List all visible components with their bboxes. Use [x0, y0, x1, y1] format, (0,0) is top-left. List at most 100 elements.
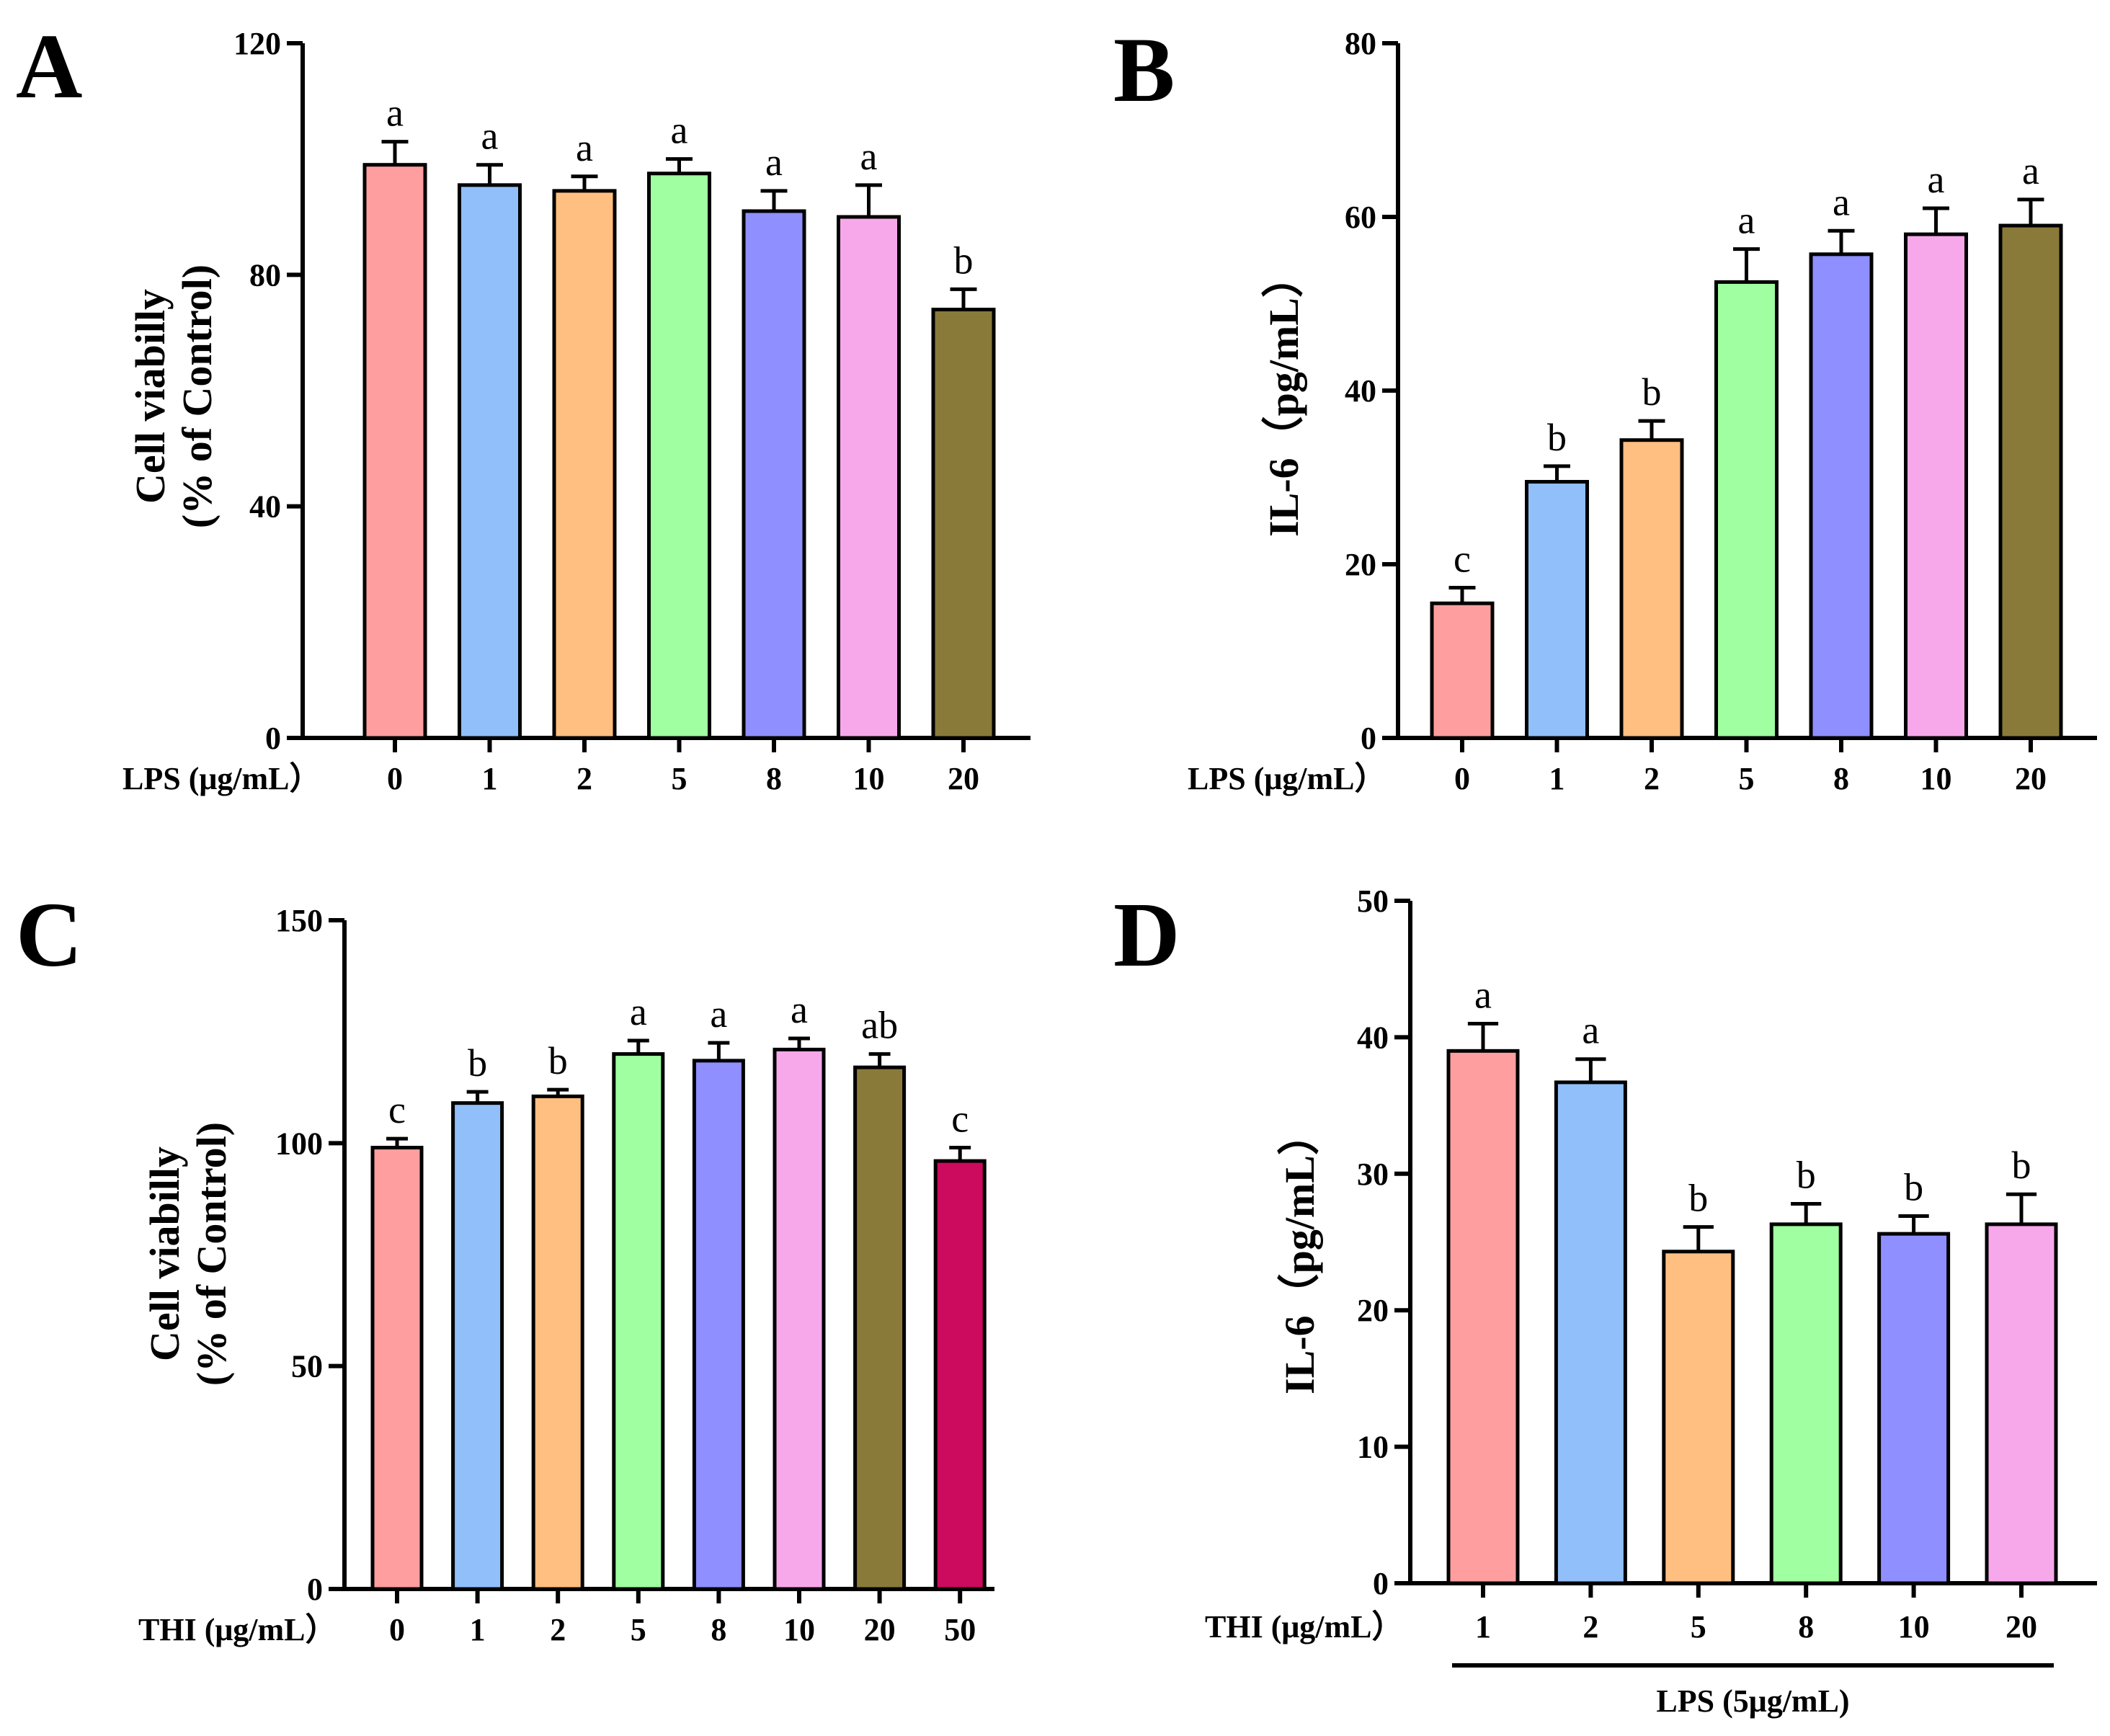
y-axis-label: IL-6（pg/mL）	[1260, 256, 1307, 537]
bar-10	[837, 215, 901, 740]
y-tick-label: 10	[1357, 1430, 1389, 1465]
panel-c: C 0 50 100 150 c 0 b 1 b 2 a 5 a 8 a 10 ab 20 c 50 THI (μg/mL…	[16, 883, 994, 1647]
bar-1	[451, 1101, 504, 1591]
y-axis-label: IL-6（pg/mL）	[1276, 1113, 1323, 1394]
bar-0	[370, 1146, 424, 1591]
bar-20	[931, 308, 996, 740]
significance-label: a	[481, 115, 499, 158]
significance-label: a	[1474, 973, 1492, 1016]
x-tick-label: 10	[1920, 761, 1952, 796]
x-tick-label: 2	[577, 761, 592, 796]
significance-label: b	[1688, 1177, 1708, 1220]
panel-letter: C	[16, 883, 82, 986]
panel-letter: B	[1113, 19, 1175, 121]
bar-8	[1809, 252, 1874, 740]
x-tick-label: 1	[1549, 761, 1565, 796]
significance-label: a	[791, 988, 808, 1031]
significance-label: a	[576, 126, 593, 169]
x-tick-label: 8	[1833, 761, 1849, 796]
x-tick-label: 10	[853, 761, 885, 796]
x-tick-label: 5	[631, 1612, 646, 1647]
panel-b: B 0 20 40 60 80 c 0 b 1 b 2 a 5 a 8 a 10 a 20 LPS (μg/mL） IL-…	[1113, 19, 2097, 796]
y-tick-label: 20	[1357, 1293, 1389, 1328]
bar-10	[1877, 1232, 1951, 1585]
significance-label: b	[1904, 1166, 1923, 1209]
y-tick-label: 0	[307, 1572, 323, 1607]
panel-letter: A	[16, 15, 82, 117]
significance-label: a	[1738, 199, 1755, 242]
significance-label: a	[671, 109, 688, 152]
y-tick-label: 40	[249, 489, 281, 525]
y-axis-label: Cell viabilly	[127, 289, 174, 504]
bar-8	[692, 1059, 745, 1591]
x-tick-label: 20	[948, 761, 979, 796]
significance-label: a	[710, 992, 727, 1036]
y-tick-label: 40	[1357, 1020, 1389, 1055]
significance-label: a	[2022, 149, 2039, 192]
x-tick-label: 20	[864, 1612, 896, 1647]
y-tick-label: 0	[265, 721, 281, 756]
y-tick-label: 30	[1357, 1157, 1389, 1192]
bar-20	[1998, 223, 2063, 740]
bar-20	[1985, 1222, 2058, 1585]
bar-10	[1904, 232, 1968, 740]
significance-label: c	[388, 1088, 406, 1131]
significance-label: b	[2012, 1144, 2031, 1187]
bar-5	[612, 1052, 665, 1591]
x-tick-label: 5	[1739, 761, 1755, 796]
bar-0	[362, 163, 427, 740]
significance-label: c	[951, 1098, 969, 1141]
y-tick-label: 20	[1345, 547, 1376, 582]
bar-5	[1662, 1250, 1735, 1585]
x-tick-label: 0	[1454, 761, 1470, 796]
x-tick-label: 8	[1798, 1609, 1814, 1644]
bar-0	[1430, 601, 1495, 740]
y-tick-label: 120	[233, 26, 281, 61]
y-axis-label-line2: (% of Control)	[188, 1122, 235, 1386]
x-tick-label: 8	[766, 761, 782, 796]
x-tick-label: 2	[1644, 761, 1660, 796]
y-tick-label: 100	[275, 1126, 323, 1161]
group-label: LPS (5μg/mL)	[1656, 1683, 1849, 1719]
significance-label: a	[630, 990, 647, 1033]
y-tick-label: 40	[1345, 373, 1376, 409]
significance-label: a	[386, 92, 404, 135]
y-tick-label: 80	[1345, 26, 1376, 61]
y-tick-label: 0	[1373, 1566, 1389, 1601]
bar-1	[458, 183, 522, 740]
x-tick-label: 50	[944, 1612, 976, 1647]
y-tick-label: 50	[291, 1349, 323, 1384]
y-axis-label-line2: (% of Control)	[174, 264, 221, 528]
significance-label: a	[860, 135, 878, 178]
significance-label: b	[1797, 1153, 1816, 1196]
significance-label: a	[1928, 158, 1945, 201]
significance-label: a	[1582, 1009, 1599, 1052]
significance-label: b	[954, 239, 974, 282]
significance-label: c	[1454, 538, 1471, 581]
significance-label: b	[548, 1039, 568, 1082]
bar-10	[773, 1047, 826, 1591]
x-tick-label: 20	[2015, 761, 2047, 796]
x-tick-label: 20	[2006, 1609, 2037, 1644]
x-tick-label: 1	[470, 1612, 486, 1647]
x-axis-label: LPS (μg/mL）	[123, 761, 321, 796]
x-tick-label: 0	[387, 761, 403, 796]
bar-8	[1769, 1222, 1843, 1585]
panel-letter: D	[1113, 883, 1180, 986]
x-tick-label: 10	[1898, 1609, 1930, 1644]
x-tick-label: 1	[1475, 1609, 1491, 1644]
y-tick-label: 80	[249, 257, 281, 293]
bar-1	[1446, 1049, 1520, 1585]
significance-label: b	[468, 1041, 487, 1085]
y-tick-label: 0	[1361, 721, 1376, 756]
x-tick-label: 5	[672, 761, 687, 796]
bar-5	[1714, 280, 1779, 740]
x-tick-label: 0	[389, 1612, 405, 1647]
x-axis-label: THI (μg/mL）	[1205, 1609, 1404, 1644]
y-axis-label: Cell viabilly	[141, 1147, 188, 1361]
y-tick-label: 60	[1345, 200, 1376, 235]
x-axis-label: LPS (μg/mL）	[1188, 761, 1386, 796]
x-tick-label: 10	[783, 1612, 815, 1647]
y-tick-label: 50	[1357, 883, 1389, 919]
panel-a: A 0 40 80 120 a 0 a 1 a 2 a 5 a 8 a 10 b 20 LPS (μg/mL） Cell…	[16, 15, 1030, 796]
